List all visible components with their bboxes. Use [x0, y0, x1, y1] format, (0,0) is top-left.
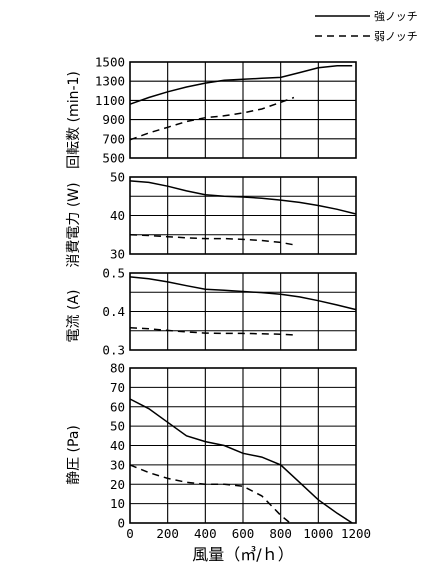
plot-frame — [129, 367, 357, 524]
x-tick-label: 0 — [126, 526, 134, 541]
legend-label: 強ノッチ — [374, 10, 418, 23]
y-tick-label: 30 — [110, 247, 125, 262]
y-tick-label: 900 — [102, 112, 125, 127]
panel-3: 0.5 0.4 0.3 電流 (A) — [66, 266, 357, 358]
y-tick-label: 10 — [110, 496, 125, 511]
y-axis-label: 回転数 (min-1) — [66, 71, 82, 169]
x-tick-label: 200 — [156, 526, 179, 541]
y-tick-label: 40 — [110, 208, 125, 223]
x-tick-label: 800 — [269, 526, 292, 541]
y-tick-label: 40 — [110, 438, 125, 453]
panel-1: 1500 1300 1100 900 700 500 回転数 (min-1) — [66, 55, 357, 169]
y-tick-label: 0.3 — [102, 343, 125, 358]
y-axis-label: 電流 (A) — [66, 290, 82, 343]
y-tick-label: 80 — [110, 361, 125, 376]
x-tick-label: 1200 — [341, 526, 371, 541]
y-tick-label: 1500 — [95, 55, 125, 70]
y-tick-label: 500 — [102, 151, 125, 166]
series-line-weak-notch — [129, 326, 294, 336]
y-tick-label: 0 — [117, 516, 125, 531]
y-tick-label: 50 — [110, 170, 125, 185]
y-tick-label: 70 — [110, 380, 125, 395]
x-tick-label: 600 — [232, 526, 255, 541]
series-line-strong-notch — [129, 276, 357, 311]
y-tick-label: 0.5 — [102, 266, 125, 281]
x-axis-label: 風量（㎥/ｈ） — [192, 545, 293, 564]
y-tick-label: 1100 — [95, 93, 125, 108]
series-line-strong-notch — [129, 398, 353, 524]
plot-frame — [129, 272, 357, 351]
x-axis: 0 200 400 600 800 1000 1200 風量（㎥/ｈ） — [126, 526, 371, 564]
y-tick-label: 20 — [110, 477, 125, 492]
series-line-strong-notch — [129, 65, 353, 105]
x-tick-label: 1000 — [303, 526, 333, 541]
plot-frame — [129, 61, 357, 159]
legend-label: 弱ノッチ — [374, 30, 418, 43]
y-axis-label: 消費電力 (W) — [66, 182, 82, 267]
y-tick-label: 50 — [110, 419, 125, 434]
plot-frame — [129, 176, 357, 255]
y-tick-label: 60 — [110, 399, 125, 414]
panel-4: 80 70 60 50 40 30 20 10 0 静圧 (Pa) — [66, 361, 357, 531]
y-tick-label: 700 — [102, 131, 125, 146]
series-line-strong-notch — [129, 180, 357, 215]
y-tick-label: 0.4 — [102, 304, 125, 319]
y-tick-label: 1300 — [95, 74, 125, 89]
series-line-weak-notch — [129, 234, 295, 246]
panel-2: 50 40 30 消費電力 (W) — [66, 170, 357, 268]
y-axis-label: 静圧 (Pa) — [66, 425, 82, 485]
y-tick-label: 30 — [110, 457, 125, 472]
series-line-weak-notch — [129, 464, 291, 524]
series-line-weak-notch — [129, 96, 295, 141]
x-tick-label: 400 — [194, 526, 217, 541]
